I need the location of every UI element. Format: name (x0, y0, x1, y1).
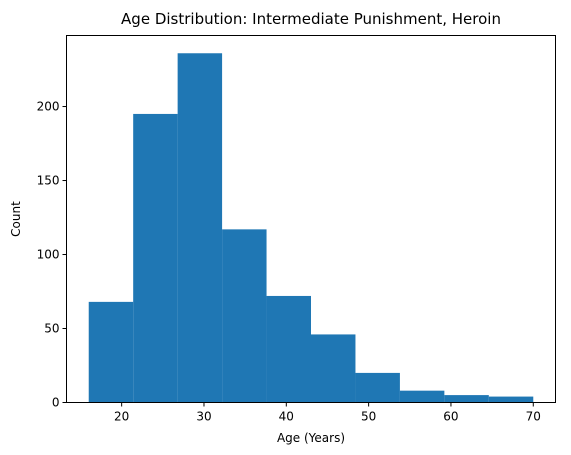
y-axis-ticks: 0 50 100 150 200 (37, 100, 67, 410)
histogram-bar (133, 113, 178, 403)
x-tick-label: 40 (279, 410, 294, 424)
x-tick-label: 30 (196, 410, 211, 424)
y-tick-label: 150 (37, 174, 60, 188)
x-axis-label: Age (Years) (277, 431, 345, 445)
histogram-bar (222, 229, 267, 403)
x-tick-label: 50 (361, 410, 376, 424)
x-tick-label: 20 (114, 410, 129, 424)
histogram-bar (444, 395, 489, 403)
histogram-bar (266, 295, 311, 403)
y-axis-label: Count (9, 201, 23, 237)
chart-title: Age Distribution: Intermediate Punishmen… (121, 10, 501, 28)
x-axis-ticks: 20 30 40 50 60 70 (114, 402, 541, 424)
bars-group (88, 53, 534, 403)
histogram-bar (399, 390, 445, 403)
histogram-bar (488, 396, 534, 403)
x-tick-label: 60 (443, 410, 458, 424)
y-tick-label: 100 (37, 248, 60, 262)
histogram-bar (88, 301, 134, 403)
histogram-bar (177, 53, 223, 403)
plot-frame (66, 35, 556, 403)
y-tick-label: 50 (44, 322, 59, 336)
histogram-bar (355, 372, 400, 403)
histogram-bar (311, 334, 356, 403)
x-tick-label: 70 (526, 410, 541, 424)
y-tick-label: 200 (37, 100, 60, 114)
y-tick-label: 0 (52, 396, 60, 410)
